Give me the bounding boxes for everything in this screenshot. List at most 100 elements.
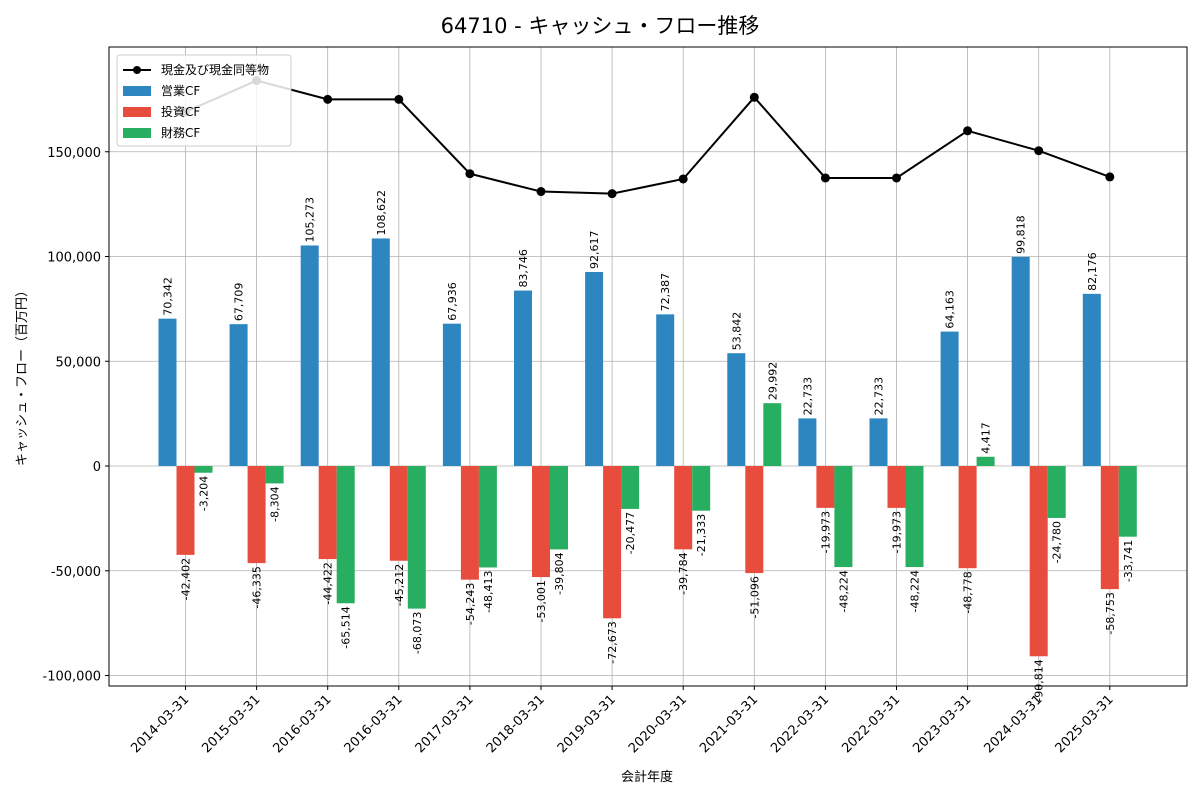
bar — [905, 466, 924, 568]
bar-value-label: -3,204 — [198, 476, 211, 511]
bar-value-label: 72,387 — [659, 273, 672, 312]
legend-label: 財務CF — [161, 125, 200, 140]
y-tick-label: 150,000 — [47, 146, 101, 161]
bar-value-label: -90,814 — [1033, 659, 1046, 701]
bar-value-label: -20,477 — [624, 512, 637, 554]
x-tick-label: 2016-03-31 — [270, 692, 334, 756]
bar — [745, 466, 764, 574]
x-tick-label: 2017-03-31 — [413, 692, 477, 756]
bar — [336, 466, 355, 604]
bar — [371, 238, 390, 467]
bar-value-label: 29,992 — [766, 362, 779, 401]
cash-point — [465, 169, 475, 179]
cash-line — [181, 76, 1115, 199]
bar — [460, 466, 479, 580]
bar — [194, 466, 213, 473]
legend-label: 投資CF — [161, 104, 200, 119]
bar — [318, 466, 337, 560]
x-tick-label: 2016-03-31 — [342, 692, 406, 756]
bar — [478, 466, 497, 568]
chart-title: 64710 - キャッシュ・フロー推移 — [441, 14, 760, 38]
bar — [816, 466, 835, 508]
x-tick-label: 2021-03-31 — [697, 692, 761, 756]
bar-value-label: -53,001 — [535, 580, 548, 622]
bar-value-label: -44,422 — [322, 562, 335, 604]
plot-frame — [108, 46, 1188, 687]
bar — [1118, 466, 1137, 537]
y-axis-title: キャッシュ・フロー（百万円） — [15, 284, 30, 466]
bar — [585, 271, 604, 467]
bar-value-label: 67,936 — [446, 282, 459, 321]
bar — [247, 466, 266, 564]
bar-value-label: 22,733 — [873, 377, 886, 416]
bar-value-label: -21,333 — [695, 514, 708, 556]
x-tick-label: 2020-03-31 — [626, 692, 690, 756]
bars — [158, 238, 1137, 657]
bar-value-label: -24,780 — [1051, 521, 1064, 563]
bar — [976, 456, 995, 467]
bar-value-label: -54,243 — [464, 583, 477, 625]
bar-value-label: 70,342 — [162, 277, 175, 316]
bar-value-label: -42,402 — [180, 558, 193, 600]
legend-swatch — [123, 86, 151, 96]
bar — [887, 466, 906, 508]
y-tick-label: -50,000 — [51, 565, 101, 580]
bar-value-label: 108,622 — [375, 190, 388, 236]
bar-value-label: -68,073 — [411, 612, 424, 654]
bar-value-label: 64,163 — [944, 290, 957, 329]
bar — [389, 466, 408, 561]
x-tick-label: 2025-03-31 — [1053, 692, 1117, 756]
bar-value-label: 53,842 — [730, 312, 743, 351]
legend-label: 現金及び現金同等物 — [161, 62, 269, 77]
x-tick-label: 2018-03-31 — [484, 692, 548, 756]
bar-value-label: -19,973 — [891, 511, 904, 553]
bar — [940, 331, 959, 467]
bar-value-label: 92,617 — [588, 230, 601, 269]
bar — [958, 466, 977, 569]
cash-point — [607, 189, 617, 199]
bar — [1082, 293, 1101, 467]
bar — [1011, 256, 1030, 467]
bar-value-label: -39,784 — [677, 552, 690, 594]
bar — [674, 466, 693, 550]
bar-value-label: -46,335 — [251, 566, 264, 608]
bar — [603, 466, 622, 619]
data-labels: 70,342 67,709 105,273 108,622 67,936 83,746 92… — [162, 190, 1135, 702]
legend-swatch — [123, 128, 151, 138]
bar-value-label: -58,753 — [1104, 592, 1117, 634]
bar-value-label: 82,176 — [1086, 252, 1099, 291]
bar — [158, 318, 177, 467]
x-tick-label: 2015-03-31 — [199, 692, 263, 756]
bar-value-label: 4,417 — [980, 422, 993, 454]
bar-value-label: -48,224 — [837, 570, 850, 612]
legend-marker — [133, 66, 141, 74]
cash-point — [323, 94, 333, 104]
bar — [532, 466, 550, 578]
cash-line-path — [185, 79, 1111, 195]
bar — [550, 466, 568, 550]
bar-value-label: -48,413 — [482, 570, 495, 612]
bar-value-label: 83,746 — [517, 249, 530, 288]
bar — [621, 466, 640, 509]
bar-value-label: -48,224 — [909, 570, 922, 612]
cash-point — [678, 174, 688, 184]
bar-value-label: 99,818 — [1015, 215, 1028, 254]
bar-value-label: -45,212 — [393, 564, 406, 606]
bar — [727, 353, 746, 467]
x-tick-label: 2023-03-31 — [910, 692, 974, 756]
cash-point — [1034, 146, 1044, 156]
bar — [834, 466, 853, 568]
bar — [656, 314, 675, 467]
bar — [869, 418, 888, 467]
bar-value-label: 105,273 — [304, 197, 317, 243]
y-tick-label: 100,000 — [47, 251, 101, 266]
grid-lines — [109, 47, 1187, 686]
bar-value-label: 67,709 — [233, 283, 246, 322]
bar — [300, 245, 319, 467]
x-tick-label: 2022-03-31 — [768, 692, 832, 756]
bar-value-label: -8,304 — [269, 486, 282, 521]
x-tick-label: 2022-03-31 — [839, 692, 903, 756]
y-tick-label: 0 — [93, 460, 101, 475]
